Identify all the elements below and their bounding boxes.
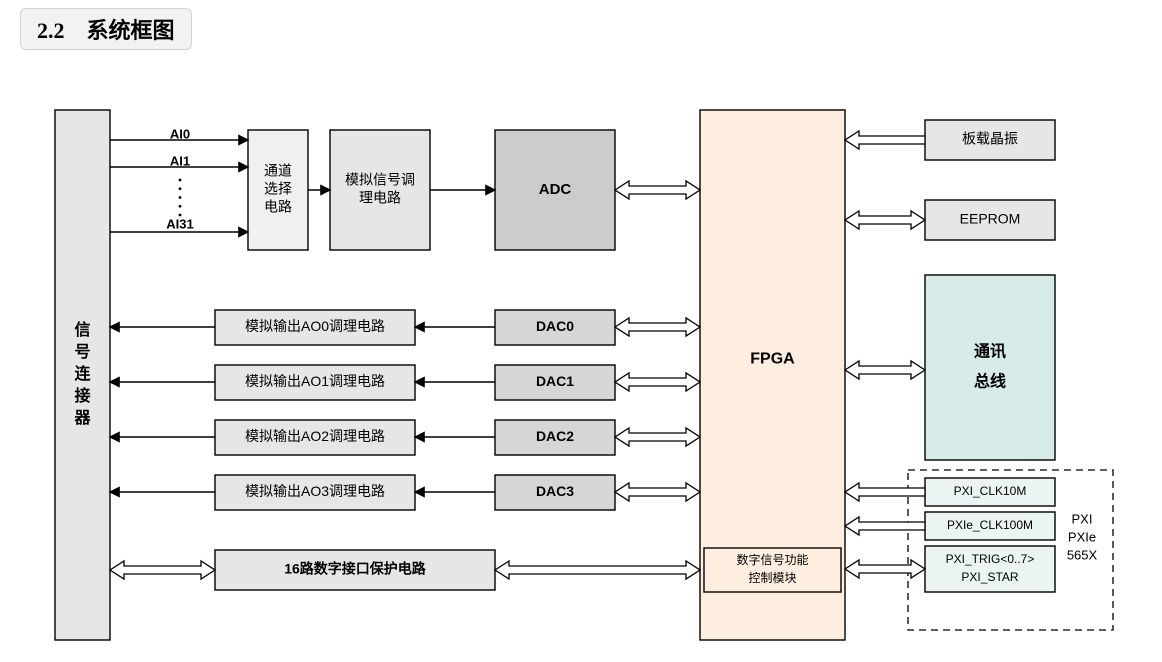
system-block-diagram: 信号连接器 FPGA 通道选择电路 模拟信号调理电路 ADC 模拟输出AO0调理电路模拟输… <box>0 80 1162 660</box>
svg-text:理电路: 理电路 <box>359 190 401 206</box>
svg-text:电路: 电路 <box>264 199 292 215</box>
svg-text:PXI: PXI <box>1072 511 1093 526</box>
svg-text:AI0: AI0 <box>170 126 190 141</box>
svg-text:565X: 565X <box>1067 547 1098 562</box>
svg-text:连: 连 <box>74 364 91 383</box>
bus <box>925 275 1055 460</box>
svg-text:接: 接 <box>74 386 90 405</box>
svg-text:PXI_STAR: PXI_STAR <box>961 570 1018 584</box>
svg-text:通讯: 通讯 <box>974 343 1006 361</box>
svg-text:模拟输出AO2调理电路: 模拟输出AO2调理电路 <box>245 428 385 444</box>
svg-text:器: 器 <box>73 409 91 427</box>
svg-text:AI1: AI1 <box>170 153 190 168</box>
section-title: 2.2 系统框图 <box>20 8 192 50</box>
svg-text:总线: 总线 <box>974 372 1006 391</box>
svg-text:模拟输出AO3调理电路: 模拟输出AO3调理电路 <box>245 483 385 499</box>
svg-text:DAC1: DAC1 <box>536 373 574 389</box>
svg-text:模拟信号调: 模拟信号调 <box>345 172 415 188</box>
svg-text:EEPROM: EEPROM <box>960 211 1021 227</box>
svg-text:板载晶振: 板载晶振 <box>962 131 1018 147</box>
svg-text:DAC0: DAC0 <box>536 318 574 334</box>
svg-text:模拟输出AO1调理电路: 模拟输出AO1调理电路 <box>245 373 385 389</box>
svg-text:PXI_CLK10M: PXI_CLK10M <box>954 484 1027 498</box>
svg-text:选择: 选择 <box>264 181 292 197</box>
svg-text:DAC2: DAC2 <box>536 428 574 444</box>
svg-text:PXIe_CLK100M: PXIe_CLK100M <box>947 518 1033 532</box>
svg-text:模拟输出AO0调理电路: 模拟输出AO0调理电路 <box>245 318 385 334</box>
svg-text:PXIe: PXIe <box>1068 529 1096 544</box>
svg-text:DAC3: DAC3 <box>536 483 574 499</box>
svg-text:16路数字接口保护电路: 16路数字接口保护电路 <box>284 561 427 577</box>
svg-text:控制模块: 控制模块 <box>748 571 796 585</box>
svg-text:信: 信 <box>74 320 90 339</box>
svg-text:ADC: ADC <box>539 181 572 198</box>
svg-text:AI31: AI31 <box>166 216 193 231</box>
svg-text:通道: 通道 <box>264 163 292 179</box>
svg-text:PXI_TRIG<0..7>: PXI_TRIG<0..7> <box>946 552 1035 566</box>
svg-text:数字信号功能: 数字信号功能 <box>736 552 808 567</box>
svg-text:号: 号 <box>74 343 90 361</box>
svg-text:FPGA: FPGA <box>750 350 795 367</box>
